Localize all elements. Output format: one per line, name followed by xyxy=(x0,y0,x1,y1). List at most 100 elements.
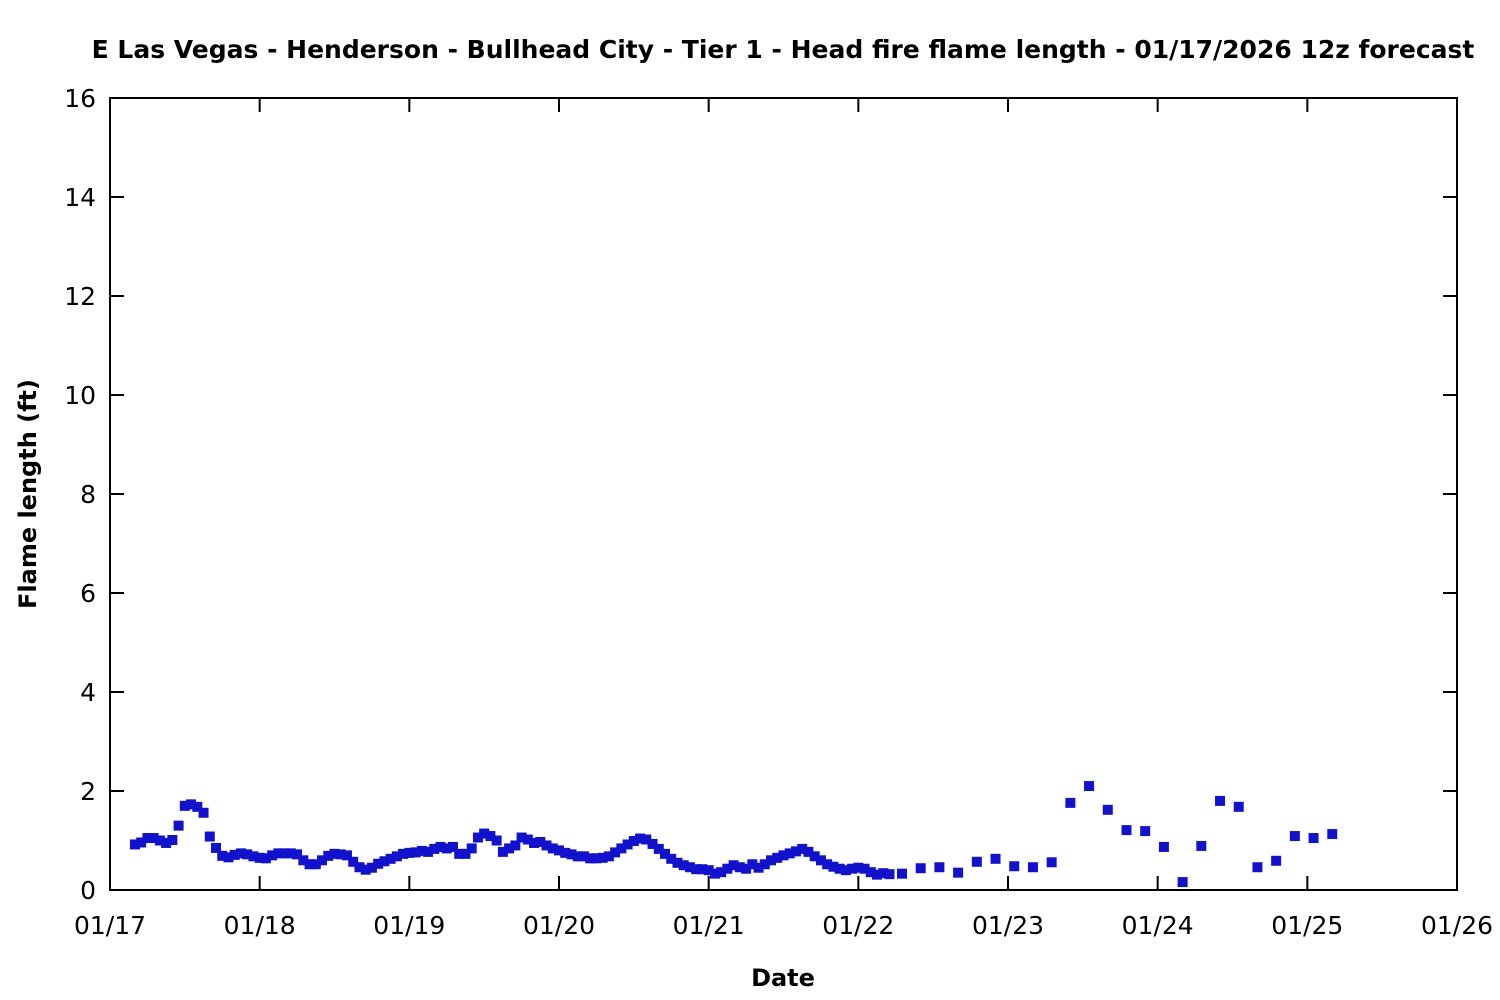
data-point xyxy=(722,863,733,874)
data-point xyxy=(635,833,646,844)
data-point xyxy=(267,850,278,861)
data-point xyxy=(273,848,284,859)
data-point xyxy=(441,843,452,854)
data-point xyxy=(173,820,184,831)
data-point xyxy=(447,841,458,852)
plot-area-border xyxy=(109,97,1458,891)
x-axis-label: Date xyxy=(751,964,815,992)
data-point xyxy=(1121,825,1132,836)
data-point xyxy=(229,849,240,860)
data-point xyxy=(684,862,695,873)
data-point xyxy=(840,865,851,876)
data-point xyxy=(217,850,228,861)
data-point xyxy=(784,848,795,859)
data-point xyxy=(753,862,764,873)
data-point xyxy=(360,864,371,875)
chart-title: E Las Vegas - Henderson - Bullhead City … xyxy=(92,35,1475,64)
data-point xyxy=(1177,877,1188,888)
data-point xyxy=(354,862,365,873)
data-point xyxy=(479,828,490,839)
data-point xyxy=(329,848,340,859)
data-point xyxy=(672,857,683,868)
data-point xyxy=(423,846,434,857)
data-points xyxy=(129,781,1338,888)
y-tick-label: 12 xyxy=(64,282,96,311)
data-point xyxy=(404,847,415,858)
data-point xyxy=(285,848,296,859)
data-point xyxy=(310,859,321,870)
data-point xyxy=(129,839,140,850)
data-point xyxy=(148,833,159,844)
data-point xyxy=(391,851,402,862)
data-point xyxy=(660,848,671,859)
data-point xyxy=(953,867,964,878)
data-point xyxy=(678,860,689,871)
plot-box xyxy=(109,97,1458,891)
data-point xyxy=(335,849,346,860)
data-point xyxy=(491,835,502,846)
data-point xyxy=(1271,855,1282,866)
data-point xyxy=(741,863,752,874)
data-point xyxy=(990,853,1001,864)
data-point xyxy=(872,869,883,880)
data-point xyxy=(341,850,352,861)
data-point xyxy=(834,863,845,874)
data-point xyxy=(566,849,577,860)
data-point xyxy=(847,863,858,874)
data-point xyxy=(304,859,315,870)
data-point xyxy=(797,843,808,854)
data-point xyxy=(560,847,571,858)
data-point xyxy=(653,843,664,854)
data-point xyxy=(597,852,608,863)
data-point xyxy=(585,853,596,864)
data-point xyxy=(460,848,471,859)
x-tick-label: 01/23 xyxy=(972,911,1044,940)
data-point xyxy=(603,851,614,862)
data-point xyxy=(554,845,564,856)
data-point xyxy=(1046,857,1057,868)
x-tick-label: 01/26 xyxy=(1421,911,1493,940)
y-tick-label: 0 xyxy=(80,876,96,905)
data-point xyxy=(622,839,633,850)
data-point xyxy=(759,859,770,870)
data-point xyxy=(766,855,777,866)
data-point xyxy=(884,869,895,880)
data-point xyxy=(454,848,465,859)
data-point xyxy=(497,846,508,857)
x-tick-label: 01/19 xyxy=(373,911,445,940)
data-point xyxy=(385,853,396,864)
data-point xyxy=(1158,841,1169,852)
data-point xyxy=(366,862,377,873)
x-tick-label: 01/20 xyxy=(523,911,595,940)
y-axis-label: Flame length (ft) xyxy=(14,379,42,609)
data-point xyxy=(466,843,477,854)
data-point xyxy=(1327,829,1338,840)
data-point xyxy=(1140,826,1151,837)
data-point xyxy=(828,861,839,872)
data-point xyxy=(1009,861,1020,872)
data-point xyxy=(616,843,627,854)
data-point xyxy=(522,834,533,845)
data-point xyxy=(865,867,876,878)
data-point xyxy=(716,867,727,878)
data-point xyxy=(211,842,222,853)
axis-tick-labels: 01/17 01/18 01/19 01/20 01/21 01/22 01/23 01/24… xyxy=(64,84,1493,940)
data-point xyxy=(778,850,789,861)
data-point xyxy=(815,855,826,866)
y-tick-label: 6 xyxy=(80,579,96,608)
data-point xyxy=(934,862,945,873)
data-point xyxy=(790,846,801,857)
data-point xyxy=(641,834,652,845)
data-point xyxy=(373,858,384,869)
data-point xyxy=(971,856,982,867)
data-point xyxy=(323,850,334,861)
data-point xyxy=(772,852,783,863)
data-point xyxy=(179,800,190,811)
data-point xyxy=(516,832,527,843)
data-point xyxy=(317,855,328,866)
data-point xyxy=(547,843,558,854)
data-point xyxy=(223,852,234,863)
data-point xyxy=(541,840,552,851)
data-point xyxy=(298,855,309,866)
